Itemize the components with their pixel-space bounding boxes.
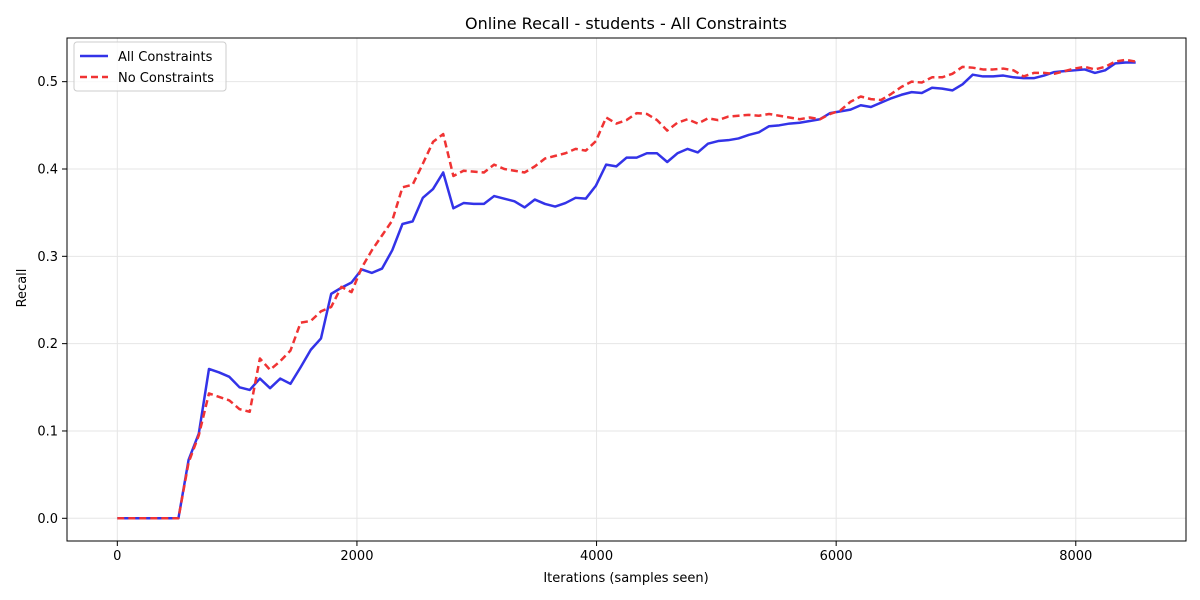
series-line-no-constraints (117, 58, 1136, 520)
y-axis-label: Recall (15, 269, 30, 308)
legend: All Constraints No Constraints (73, 41, 227, 92)
series-lines (117, 58, 1136, 520)
y-tick-label: 0.1 (37, 424, 58, 439)
x-tick-label: 2000 (340, 549, 373, 564)
plot-frame (66, 37, 1187, 542)
y-tick-label: 0.3 (37, 250, 58, 265)
x-tick-label: 8000 (1059, 549, 1092, 564)
legend-label-all-constraints: All Constraints (118, 50, 213, 65)
x-tick-label: 6000 (820, 549, 853, 564)
y-tick-label: 0.0 (37, 512, 58, 527)
series-line-all-constraints (117, 61, 1136, 520)
grid (67, 38, 1186, 541)
legend-box (73, 41, 227, 92)
x-axis-label: Iterations (samples seen) (543, 571, 708, 586)
chart-title: Online Recall - students - All Constrain… (465, 14, 787, 33)
axes: 0 2000 4000 6000 8000 0.0 0.1 0.2 0.3 0.4 0.5 (37, 37, 1187, 564)
x-tick-label: 0 (113, 549, 121, 564)
y-tick-label: 0.4 (37, 162, 58, 177)
x-tick-label: 4000 (580, 549, 613, 564)
y-tick-label: 0.5 (37, 75, 58, 90)
legend-label-no-constraints: No Constraints (118, 71, 214, 86)
y-tick-label: 0.2 (37, 337, 58, 352)
